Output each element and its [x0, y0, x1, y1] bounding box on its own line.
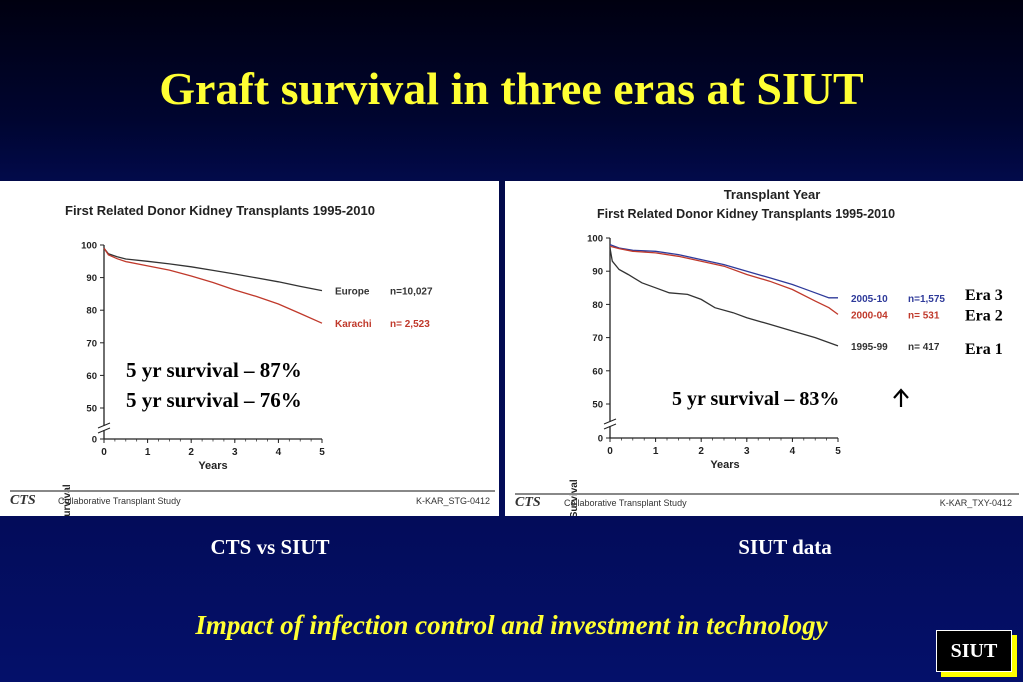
y-tick-label: 80: [592, 300, 603, 311]
left-chart-panel: First Related Donor Kidney Transplants 1…: [0, 181, 499, 516]
y-tick-label: 50: [592, 400, 603, 411]
impact-statement: Impact of infection control and investme…: [195, 610, 828, 640]
y-axis-label: % Graft Survival: [569, 479, 580, 516]
y-tick-label: 60: [592, 366, 603, 377]
chart-title: First Related Donor Kidney Transplants 1…: [65, 203, 375, 218]
chart-lines: [609, 243, 839, 347]
era-label: Era 1: [965, 341, 1003, 358]
up-arrow-icon: [893, 388, 909, 407]
chart-axes: 0 50 60 70 80 90 100 0 1 2 3 4 5: [81, 241, 325, 459]
legend-series-name: Karachi: [335, 319, 372, 330]
x-tick-label: 4: [790, 446, 796, 457]
right-caption: SIUT data: [738, 535, 832, 559]
axis-break-mark: [97, 427, 111, 434]
chart-lines: [103, 247, 323, 324]
y-tick-label: 70: [592, 333, 603, 344]
x-tick-label: 1: [653, 446, 659, 457]
x-tick-label: 2: [188, 447, 194, 458]
series-line-1995-99: [609, 247, 839, 347]
chart-title: First Related Donor Kidney Transplants 1…: [597, 207, 895, 221]
x-tick-label: 3: [744, 446, 750, 457]
y-tick-label: 100: [81, 241, 97, 252]
slide-title: Graft survival in three eras at SIUT: [159, 63, 864, 114]
cts-logo: CTS: [10, 493, 36, 508]
legend-series-count: n=10,027: [390, 287, 433, 298]
x-tick-label: 5: [319, 447, 325, 458]
footer-code: K-KAR_STG-0412: [416, 496, 490, 506]
cts-logo: CTS: [515, 495, 541, 510]
legend-series-count: n= 417: [908, 342, 940, 353]
siut-data-chart: Transplant Year First Related Donor Kidn…: [515, 187, 1019, 516]
x-tick-label: 4: [276, 447, 282, 458]
y-tick-label: 70: [86, 338, 97, 349]
footer-source: Collaborative Transplant Study: [58, 496, 181, 506]
survival-annotation-karachi: 5 yr survival – 76%: [126, 388, 302, 412]
y-axis-label: % Graft Survival: [62, 484, 73, 516]
y-tick-label: 0: [598, 434, 603, 445]
x-tick-label: 5: [835, 446, 841, 457]
right-chart-panel: Transplant Year First Related Donor Kidn…: [505, 181, 1023, 516]
x-tick-label: 1: [145, 447, 151, 458]
era-label: Era 3: [965, 287, 1003, 304]
x-tick-label: 3: [232, 447, 238, 458]
survival-annotation-era3: 5 yr survival – 83%: [672, 388, 839, 410]
legend-series-name: 1995-99: [851, 342, 888, 353]
series-line-2000-04: [609, 245, 839, 315]
chart-legend: 2005-10 n=1,575 Era 3 2000-04 n= 531 Era 2 199…: [851, 287, 1003, 358]
y-tick-label: 60: [86, 371, 97, 382]
x-tick-label: 0: [607, 446, 613, 457]
chart-legend: Europe n=10,027 Karachi n= 2,523: [335, 287, 433, 331]
y-tick-label: 100: [587, 234, 603, 245]
x-axis-label: Years: [710, 459, 739, 471]
x-tick-label: 0: [101, 447, 107, 458]
x-axis-label: Years: [198, 460, 227, 472]
legend-series-name: 2000-04: [851, 310, 888, 321]
legend-series-name: Europe: [335, 287, 370, 298]
cts-vs-siut-chart: First Related Donor Kidney Transplants 1…: [10, 203, 495, 516]
footer-code: K-KAR_TXY-0412: [940, 498, 1012, 508]
y-tick-label: 80: [86, 306, 97, 317]
axis-break-mark: [97, 422, 111, 429]
left-caption: CTS vs SIUT: [210, 535, 330, 559]
legend-series-count: n= 2,523: [390, 319, 430, 330]
y-tick-label: 90: [86, 273, 97, 284]
legend-series-count: n=1,575: [908, 294, 945, 305]
siut-badge: SIUT: [936, 630, 1012, 672]
axis-break-mark: [603, 418, 617, 425]
series-line-2005-10: [609, 243, 838, 299]
y-tick-label: 90: [592, 267, 603, 278]
legend-series-count: n= 531: [908, 310, 940, 321]
y-tick-label: 50: [86, 404, 97, 415]
chart-header: Transplant Year: [724, 187, 821, 202]
series-line-karachi: [103, 247, 323, 324]
legend-series-name: 2005-10: [851, 294, 888, 305]
survival-annotation-europe: 5 yr survival – 87%: [126, 358, 302, 382]
y-tick-label: 0: [92, 435, 97, 446]
era-label: Era 2: [965, 307, 1003, 324]
axis-break-mark: [603, 423, 617, 430]
series-line-europe: [103, 247, 323, 292]
footer-source: Collaborative Transplant Study: [564, 498, 687, 508]
chart-axes: 0 50 60 70 80 90 100 0 1 2 3 4 5: [587, 234, 841, 458]
x-tick-label: 2: [698, 446, 704, 457]
